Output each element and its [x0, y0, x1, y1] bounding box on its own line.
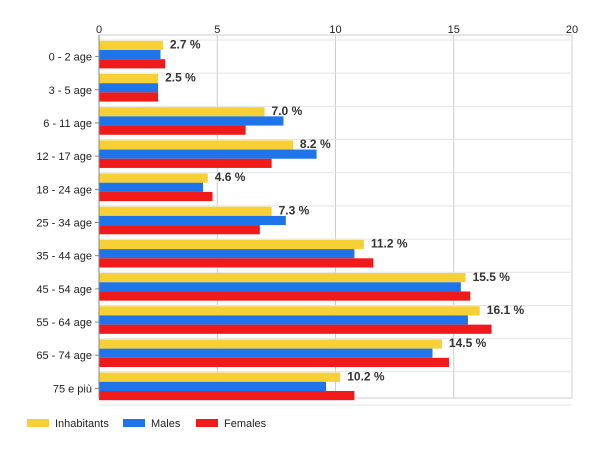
category-label: 35 - 44 age — [36, 251, 92, 263]
bar-females — [99, 158, 272, 168]
grid-lines — [98, 34, 573, 406]
category-label: 3 - 5 age — [49, 85, 92, 97]
bar-females — [99, 357, 450, 368]
legend-label-males: Males — [151, 418, 181, 430]
data-label: 11.2 % — [371, 237, 408, 251]
data-label: 15.5 % — [473, 270, 511, 284]
bar-males — [99, 348, 433, 358]
legend-swatch-males — [123, 419, 145, 427]
legend-label-inhabitants: Inhabitants — [55, 418, 109, 430]
category-label: 12 - 17 age — [36, 151, 92, 163]
bar-males — [99, 83, 159, 93]
x-tick-label: 0 — [96, 24, 102, 36]
data-labels: 2.7 % 2.5 % 7.0 % 8.2 % 4.6 % 7.3 % 11.2 % 15.5… — [165, 38, 524, 384]
category-label: 65 - 74 age — [36, 350, 92, 362]
bars — [99, 40, 492, 401]
category-label: 6 - 11 age — [43, 118, 92, 130]
legend: Inhabitants Males Females — [27, 418, 267, 430]
bar-inhabitants — [99, 107, 265, 117]
bar-males — [99, 149, 317, 159]
legend-swatch-females — [196, 419, 218, 427]
category-label: 25 - 34 age — [36, 217, 92, 229]
bar-inhabitants — [99, 73, 159, 84]
data-label: 10.2 % — [347, 369, 385, 383]
bar-females — [99, 92, 159, 102]
data-label: 7.0 % — [272, 104, 303, 118]
data-label: 8.2 % — [300, 137, 331, 151]
bar-inhabitants — [99, 273, 466, 283]
bar-inhabitants — [99, 239, 364, 250]
category-label: 75 e più — [53, 383, 92, 395]
x-tick-label: 20 — [566, 24, 578, 36]
axes: 0 5 10 15 20 0 - 2 age 3 - 5 age 6 - 11 age 12 -… — [36, 24, 578, 398]
bar-males — [99, 116, 284, 126]
bar-inhabitants — [99, 40, 163, 50]
x-tick-label: 5 — [214, 24, 220, 36]
category-label: 55 - 64 age — [36, 317, 92, 329]
category-label: 0 - 2 age — [49, 52, 92, 64]
bar-females — [99, 291, 471, 301]
bar-males — [99, 282, 461, 292]
bar-males — [99, 249, 355, 259]
bar-females — [99, 258, 374, 268]
data-label: 4.6 % — [215, 170, 246, 184]
bar-inhabitants — [99, 306, 480, 316]
data-label: 2.7 % — [170, 38, 201, 52]
bar-females — [99, 191, 213, 202]
bar-inhabitants — [99, 173, 208, 183]
bar-males — [99, 50, 161, 60]
bar-inhabitants — [99, 140, 293, 150]
bar-females — [99, 324, 492, 334]
data-label: 7.3 % — [279, 203, 310, 217]
legend-swatch-inhabitants — [27, 419, 49, 427]
bar-females — [99, 391, 355, 401]
bar-inhabitants — [99, 339, 442, 349]
bar-inhabitants — [99, 372, 341, 382]
x-tick-label: 15 — [448, 24, 460, 36]
bar-males — [99, 182, 204, 192]
bar-inhabitants — [99, 206, 272, 216]
legend-label-females: Females — [224, 418, 267, 430]
bar-males — [99, 315, 468, 325]
bar-females — [99, 59, 166, 69]
category-label: 45 - 54 age — [36, 284, 92, 296]
bar-males — [99, 381, 327, 391]
data-label: 16.1 % — [487, 303, 525, 317]
data-label: 14.5 % — [449, 336, 487, 350]
bar-females — [99, 225, 260, 235]
x-tick-label: 10 — [329, 24, 341, 36]
bar-females — [99, 125, 246, 135]
data-label: 2.5 % — [165, 71, 196, 85]
bar-males — [99, 215, 286, 226]
category-label: 18 - 24 age — [36, 184, 92, 196]
